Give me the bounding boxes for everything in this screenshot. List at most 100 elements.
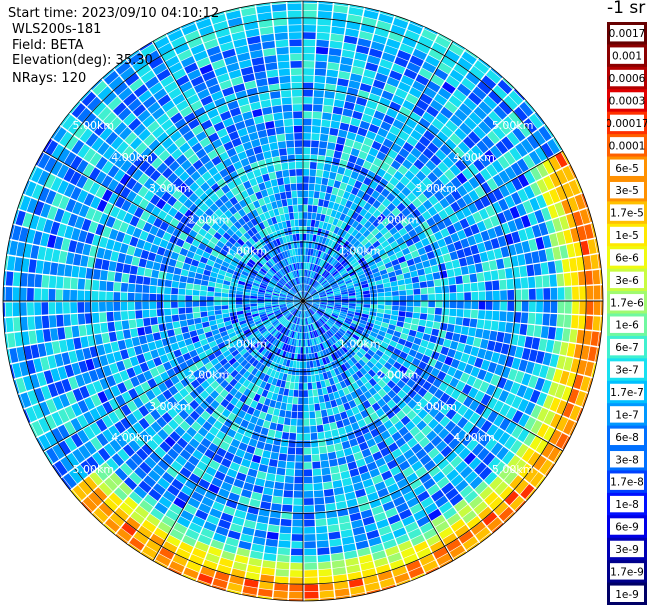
range-gate-cell: [418, 275, 427, 282]
range-gate-cell: [225, 393, 234, 402]
range-gate-cell: [293, 301, 301, 304]
range-gate-cell: [492, 311, 500, 321]
range-gate-cell: [183, 461, 196, 473]
range-gate-cell: [369, 236, 378, 245]
range-gate-cell: [202, 343, 211, 352]
range-gate-cell: [124, 477, 138, 491]
range-gate-cell: [300, 277, 302, 284]
range-gate-cell: [172, 200, 183, 211]
range-gate-cell: [398, 311, 406, 317]
range-gate-cell: [419, 135, 431, 147]
range-gate-cell: [295, 302, 301, 308]
range-gate-cell: [389, 340, 398, 348]
range-gate-cell: [251, 376, 259, 385]
range-gate-cell: [19, 287, 27, 301]
range-gate-cell: [345, 279, 353, 285]
range-gate-cell: [253, 145, 263, 155]
range-gate-cell: [475, 527, 491, 541]
range-gate-cell: [90, 437, 103, 451]
range-gate-cell: [492, 387, 503, 400]
range-gate-cell: [304, 512, 315, 520]
range-gate-cell: [203, 269, 211, 276]
range-gate-cell: [173, 522, 188, 535]
range-gate-cell: [197, 88, 210, 100]
range-gate-cell: [315, 284, 321, 290]
range-gate-cell: [347, 313, 354, 318]
range-gate-cell: [422, 61, 437, 74]
range-gate-cell: [547, 204, 559, 219]
range-gate-cell: [296, 310, 300, 317]
range-gate-cell: [512, 127, 526, 142]
range-gate-cell: [128, 388, 139, 400]
range-gate-cell: [308, 241, 313, 249]
range-gate-cell: [418, 117, 431, 129]
range-gate-cell: [376, 260, 384, 268]
range-gate-cell: [184, 112, 197, 124]
range-gate-cell: [258, 346, 265, 354]
range-gate-cell: [211, 267, 220, 274]
range-gate-cell: [294, 219, 299, 227]
range-gate-cell: [313, 314, 319, 321]
range-gate-cell: [307, 277, 311, 285]
range-gate-cell: [284, 184, 291, 192]
range-gate-cell: [592, 269, 601, 285]
range-gate-cell: [137, 173, 149, 185]
range-gate-cell: [260, 99, 272, 108]
range-gate-cell: [50, 368, 61, 382]
range-gate-cell: [440, 445, 453, 458]
range-gate-cell: [305, 294, 311, 300]
range-gate-cell: [439, 186, 450, 197]
range-gate-cell: [59, 393, 70, 408]
range-gate-cell: [448, 277, 456, 285]
range-gate-cell: [396, 502, 409, 514]
range-gate-cell: [257, 272, 265, 278]
range-gate-cell: [478, 208, 489, 220]
range-gate-cell: [368, 205, 377, 215]
range-gate-cell: [374, 27, 390, 38]
range-gate-cell: [376, 20, 392, 31]
range-gate-cell: [303, 32, 316, 40]
range-gate-cell: [527, 212, 538, 226]
range-gate-cell: [429, 540, 445, 553]
range-gate-cell: [454, 325, 462, 334]
range-gate-cell: [303, 176, 309, 183]
range-gate-cell: [324, 341, 330, 348]
range-gate-cell: [296, 325, 300, 332]
range-gate-cell: [327, 142, 336, 150]
range-gate-cell: [71, 228, 81, 241]
range-gate-cell: [285, 468, 295, 476]
range-gate-cell: [314, 220, 320, 228]
range-gate-cell: [196, 328, 205, 336]
range-gate-cell: [332, 285, 339, 290]
range-gate-cell: [200, 390, 210, 400]
range-gate-cell: [38, 187, 50, 202]
range-gate-cell: [294, 317, 298, 324]
range-gate-cell: [242, 111, 253, 121]
range-gate-cell: [349, 298, 356, 301]
range-gate-cell: [261, 404, 269, 413]
range-gate-cell: [155, 553, 171, 567]
range-gate-cell: [449, 293, 457, 301]
range-gate-cell: [222, 117, 234, 128]
range-gate-cell: [157, 278, 165, 287]
range-gate-cell: [299, 269, 302, 277]
range-gate-cell: [252, 184, 261, 193]
range-gate-cell: [548, 155, 562, 171]
range-gate-cell: [491, 320, 499, 331]
range-gate-cell: [333, 261, 341, 269]
range-gate-cell: [179, 232, 188, 241]
range-gate-cell: [186, 343, 195, 352]
range-gate-cell: [127, 543, 141, 553]
range-gate-cell: [455, 429, 468, 442]
range-gate-cell: [157, 382, 168, 393]
range-gate-cell: [284, 213, 290, 221]
range-gate-cell: [34, 274, 43, 288]
range-gate-cell: [263, 374, 270, 383]
range-gate-cell: [295, 294, 301, 300]
range-gate-cell: [81, 218, 92, 232]
range-gate-cell: [147, 341, 157, 351]
range-gate-cell: [449, 213, 459, 224]
range-gate-cell: [214, 470, 226, 481]
range-gate-cell: [319, 446, 327, 454]
range-gate-cell: [138, 335, 148, 345]
